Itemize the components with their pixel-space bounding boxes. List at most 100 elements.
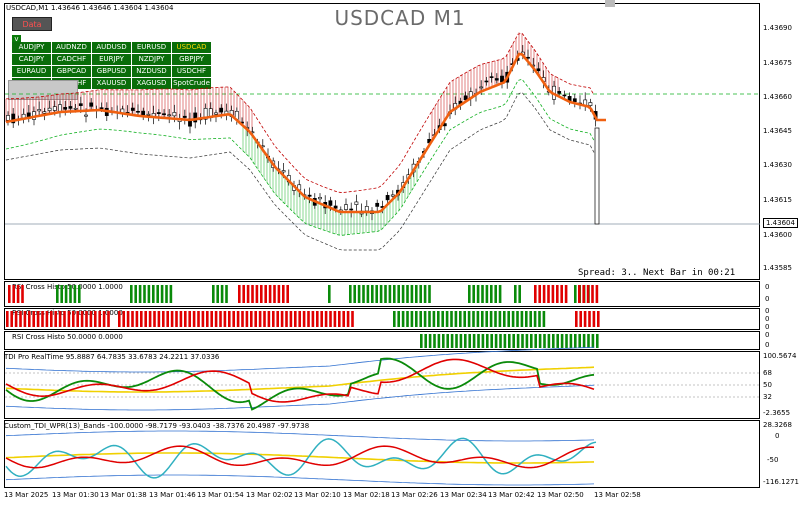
candle-body <box>203 108 208 120</box>
histo-bar <box>342 311 345 327</box>
histo-bar <box>538 311 541 327</box>
histo-bar <box>169 285 173 303</box>
symbol-button[interactable]: AUDUSD <box>92 42 131 53</box>
histo-bar <box>525 311 528 327</box>
time-tick: 13 Mar 01:38 <box>100 491 147 499</box>
symbol-button[interactable]: XAUUSD <box>92 78 131 89</box>
histo-bar <box>162 311 165 327</box>
histo-bar <box>362 285 365 303</box>
wpr-tick: -50 <box>767 456 779 464</box>
histo-bar <box>534 285 537 303</box>
histo-bar <box>289 311 293 327</box>
tdi-tick: 100.5674 <box>763 352 797 360</box>
candle-body <box>333 205 338 209</box>
histo-bar <box>166 311 169 327</box>
histo-bar <box>410 311 414 327</box>
histo-bar <box>102 311 106 327</box>
histo-bar <box>441 311 444 327</box>
scroll-arrow-icon[interactable] <box>605 0 615 7</box>
histo-bar <box>366 285 370 303</box>
symbol-button[interactable]: CADJPY <box>12 54 51 65</box>
candle-body <box>557 91 562 94</box>
symbol-button[interactable]: GBPUSD <box>92 66 131 77</box>
histo-bar <box>586 285 590 303</box>
symbol-button[interactable]: SpotCrude <box>172 78 211 89</box>
symbol-button[interactable]: AUDJPY <box>12 42 51 53</box>
symbol-button[interactable]: NZDJPY <box>132 54 171 65</box>
tdi-label: TDI Pro RealTime 95.8887 64.7835 33.6783… <box>4 353 220 361</box>
time-tick: 13 Mar 2025 <box>4 491 49 499</box>
histo-bar <box>98 311 101 327</box>
histo-bar <box>543 334 546 348</box>
symbol-button[interactable]: XAGUSD <box>132 78 171 89</box>
histo-bar <box>591 285 594 303</box>
histo-bar <box>58 311 62 327</box>
slow-ma-line <box>5 91 595 251</box>
histo-bar <box>175 311 178 327</box>
lower-band-line <box>5 78 595 236</box>
histo-bar <box>375 285 378 303</box>
histo-bar <box>156 285 159 303</box>
histo-bar <box>419 311 422 327</box>
histo-bar <box>520 311 524 327</box>
symbol-button[interactable]: GBPCAD <box>52 66 91 77</box>
histo-bar <box>518 285 521 303</box>
candle-body <box>463 95 468 101</box>
histo-bar <box>560 285 563 303</box>
histo-bar <box>542 311 546 327</box>
histo-bar <box>64 285 68 303</box>
histo-bar <box>481 334 485 348</box>
symbol-button[interactable]: NZDUSD <box>132 66 171 77</box>
histo-bar <box>476 285 480 303</box>
tdi-lower-band <box>5 384 595 411</box>
symbol-button[interactable]: USDCHF <box>172 66 211 77</box>
symbol-button[interactable]: AUDNZD <box>52 42 91 53</box>
histo-bar <box>12 285 15 303</box>
wpr-tick: 28.3268 <box>763 421 792 429</box>
candle-body <box>130 107 135 111</box>
candle-body <box>307 194 312 197</box>
histo-bar <box>8 285 11 303</box>
histo-bar <box>406 311 409 327</box>
histo-bar <box>76 311 79 327</box>
candle-body <box>11 113 16 124</box>
histo-bar <box>592 311 596 327</box>
candle-body <box>349 208 354 211</box>
symbol-button[interactable]: EURJPY <box>92 54 131 65</box>
histo-bar <box>228 311 231 327</box>
histo-bar <box>569 334 573 348</box>
histo-bar <box>565 334 568 348</box>
histo-bar <box>254 311 257 327</box>
data-button[interactable]: Data <box>12 17 52 31</box>
histo-bar <box>6 311 9 327</box>
histo-bar <box>437 311 440 327</box>
histo-bar <box>216 285 219 303</box>
tdi-upper-band <box>5 346 595 373</box>
histo-bar <box>397 285 400 303</box>
histo-bar <box>69 285 72 303</box>
histo-bar <box>494 334 498 348</box>
rsi2-tick: 0 <box>765 323 770 331</box>
v-toggle-button[interactable]: v <box>12 35 21 44</box>
histo-bar <box>264 285 267 303</box>
histo-bar <box>242 285 245 303</box>
histo-bar <box>220 285 224 303</box>
symbol-button[interactable]: EURAUD <box>12 66 51 77</box>
symbol-button[interactable]: CADCHF <box>52 54 91 65</box>
histo-bar <box>490 334 493 348</box>
histo-bar <box>424 334 427 348</box>
candle-body <box>193 112 198 123</box>
symbol-button[interactable]: EURUSD <box>132 42 171 53</box>
time-tick: 13 Mar 02:02 <box>246 491 293 499</box>
wpr-red-line <box>5 445 595 469</box>
symbol-button[interactable]: GBPJPY <box>172 54 211 65</box>
histo-bar <box>134 285 137 303</box>
candle-body <box>146 113 151 116</box>
symbol-button[interactable]: USDCAD <box>172 42 211 53</box>
histo-bar <box>23 311 27 327</box>
histo-bar <box>277 285 281 303</box>
histo-bar <box>432 311 436 327</box>
histo-bar <box>80 311 84 327</box>
tdi-tick: 50 <box>763 381 772 389</box>
